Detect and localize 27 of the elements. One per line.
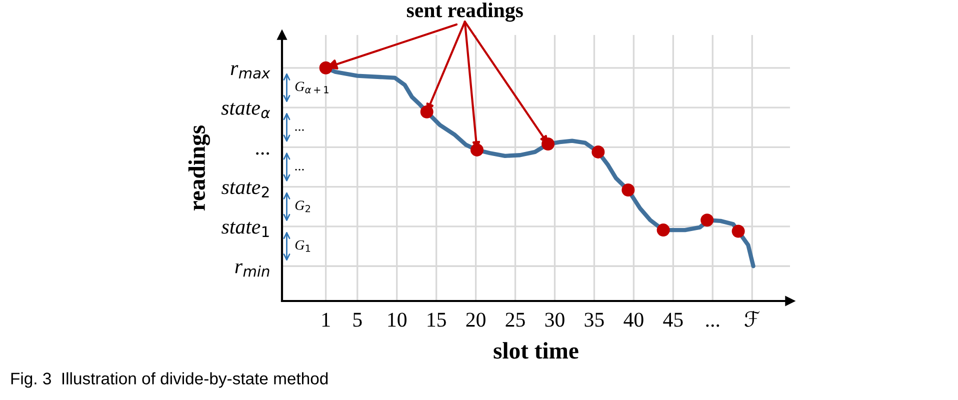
x-tick-label: 20 — [466, 312, 486, 327]
annotation: G$_{α+1}$ — [295, 82, 328, 94]
x-tick-label: ℱ — [744, 310, 760, 327]
x-tick-label: 25 — [506, 312, 525, 327]
x-tick-label: 45 — [663, 312, 683, 327]
y-tick-label: state$_{2}$ — [222, 182, 269, 198]
x-tick-label: 35 — [584, 312, 604, 327]
y-axis-title: readings — [188, 125, 210, 210]
y-tick-label: r$_{max}$ — [230, 65, 270, 79]
y-tick-label: state$_{α}$ — [221, 102, 270, 118]
annotation: ... — [295, 168, 304, 171]
y-tick-label: state$_{1}$ — [222, 222, 269, 237]
y-tick-label: r$_{min}$ — [235, 263, 270, 277]
x-tick-label: 30 — [545, 312, 564, 327]
x-tick-label: 5 — [353, 312, 362, 327]
x-tick-label: ... — [706, 324, 720, 327]
annotation: G$_{1}$ — [295, 240, 310, 252]
annotation: G$_{2}$ — [295, 200, 310, 212]
x-tick-label: 1 — [322, 312, 330, 327]
annotation: ... — [295, 129, 304, 131]
x-tick-label: 15 — [428, 312, 446, 327]
y-tick-label: ... — [256, 152, 270, 155]
x-tick-label: 10 — [388, 312, 406, 327]
x-axis-title: slot time — [494, 342, 578, 359]
x-tick-label: 40 — [624, 312, 644, 327]
annotation: sent readings — [406, 2, 523, 22]
caption: Fig. 3 Illustration of divide-by-state method — [11, 372, 328, 388]
